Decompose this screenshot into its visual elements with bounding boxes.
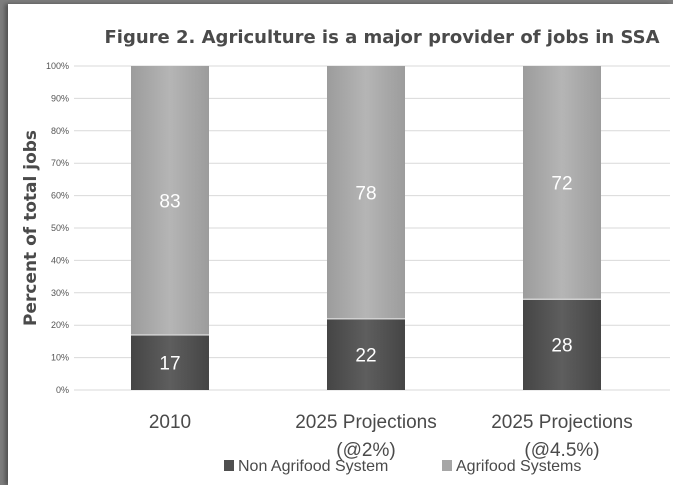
data-label-agrifood: 72 <box>551 174 572 195</box>
y-tick-label: 80% <box>51 126 69 136</box>
legend-label-non-agrifood: Non Agrifood System <box>238 458 388 475</box>
bars <box>131 66 601 390</box>
legend-swatch-non-agrifood <box>224 460 234 471</box>
y-tick-label: 0% <box>56 385 69 395</box>
labels: Figure 2. Agriculture is a major provide… <box>21 27 660 475</box>
bar-non-agrifood <box>327 318 405 390</box>
bar-non-agrifood <box>131 334 209 390</box>
bar-agrifood <box>131 66 209 335</box>
y-axis-label: Percent of total jobs <box>21 130 41 326</box>
data-label-non-agrifood: 28 <box>551 336 572 357</box>
y-tick-label: 60% <box>51 191 69 201</box>
chart: Figure 2. Agriculture is a major provide… <box>21 27 670 475</box>
y-tick-label: 20% <box>51 320 69 330</box>
x-tick-label: 2025 Projections <box>295 412 437 433</box>
data-label-agrifood: 78 <box>355 183 376 204</box>
bar-non-agrifood <box>523 299 601 390</box>
y-tick-label: 10% <box>51 353 69 363</box>
bar-agrifood <box>523 66 601 300</box>
x-tick-label: (@4.5%) <box>524 440 599 461</box>
y-tick-label: 50% <box>51 223 69 233</box>
chart-title: Figure 2. Agriculture is a major provide… <box>104 27 659 48</box>
y-tick-label: 40% <box>51 255 69 265</box>
y-tick-label: 70% <box>51 158 69 168</box>
legend-swatch-agrifood <box>442 460 452 471</box>
legend-label-agrifood: Agrifood Systems <box>456 458 581 475</box>
chart-frame: Figure 2. Agriculture is a major provide… <box>8 4 673 485</box>
y-tick-label: 100% <box>46 61 69 71</box>
data-label-non-agrifood: 17 <box>159 353 180 374</box>
y-tick-label: 30% <box>51 288 69 298</box>
data-label-agrifood: 83 <box>159 191 180 212</box>
data-label-non-agrifood: 22 <box>355 345 376 366</box>
y-tick-label: 90% <box>51 93 69 103</box>
x-tick-label: (@2%) <box>336 440 395 461</box>
bar-agrifood <box>327 66 405 319</box>
x-tick-label: 2025 Projections <box>491 412 633 433</box>
x-tick-label: 2010 <box>149 412 191 433</box>
